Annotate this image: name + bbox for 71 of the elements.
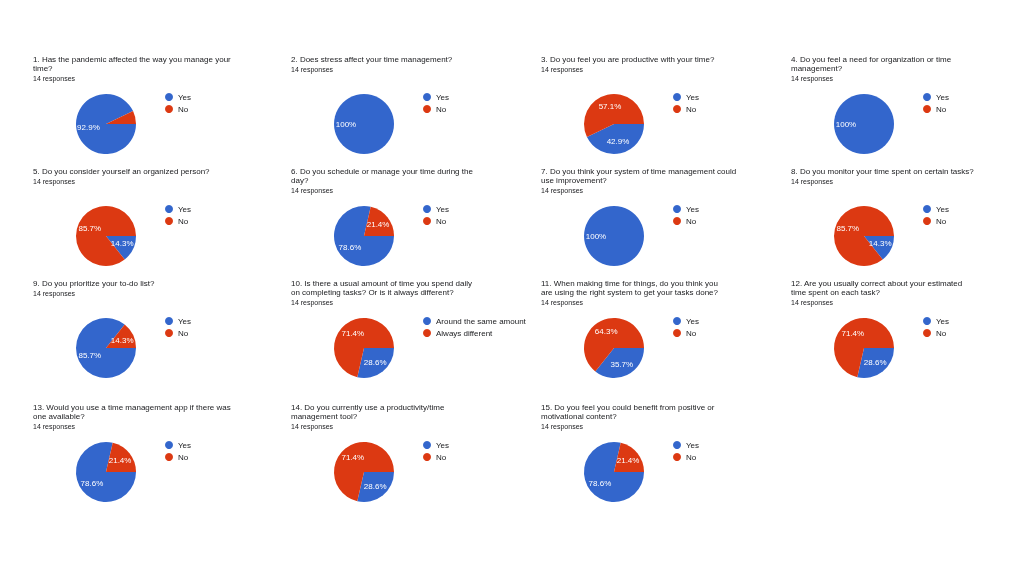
legend-label: Yes (178, 204, 192, 214)
legend-label: Always different (436, 328, 494, 338)
legend-label: No (436, 216, 447, 226)
legend-label: Yes (436, 204, 450, 214)
data-label: 28.6% (363, 481, 387, 491)
legend-label: Yes (686, 316, 700, 326)
data-label: 14.3% (868, 239, 892, 249)
data-label: 57.1% (598, 101, 622, 111)
chart-title: 9. Do you prioritize your to-do list? (33, 279, 155, 288)
chart-title: 11. When making time for things, do you think you are using the right system to get your tasks done? (541, 279, 719, 297)
data-label: 100% (585, 231, 607, 241)
legend-label: No (686, 328, 697, 338)
data-label: 85.7% (78, 351, 102, 361)
legend-label: Yes (686, 204, 700, 214)
data-label: 28.6% (363, 357, 387, 367)
chart-title: 3. Do you feel you are productive with your time? (541, 55, 715, 64)
data-label: 85.7% (78, 223, 102, 233)
data-label: 21.4% (366, 220, 390, 230)
data-label: 92.9% (77, 123, 100, 133)
legend-label: Yes (686, 92, 700, 102)
legend-label: Around the same amount (436, 316, 527, 326)
legend-label: Yes (936, 316, 950, 326)
legend-label: No (178, 452, 189, 462)
data-label: 78.6% (338, 242, 362, 252)
legend-label: Yes (436, 440, 450, 450)
legend-label: Yes (178, 316, 192, 326)
legend-label: Yes (936, 92, 950, 102)
data-label: 85.7% (836, 223, 860, 233)
chart-title: 1. Has the pandemic affected the way you manage your time? (33, 55, 232, 73)
legend-label: Yes (178, 440, 192, 450)
chart-title: 7. Do you think your system of time management could use improvement? (541, 167, 737, 185)
legend-label: No (686, 216, 697, 226)
data-label: 42.9% (606, 137, 630, 147)
data-label: 14.3% (110, 335, 134, 345)
legend-label: No (178, 104, 189, 114)
chart-title: 2. Does stress affect your time management? (291, 55, 453, 64)
data-label: 21.4% (616, 456, 640, 466)
legend-label: No (178, 328, 189, 338)
chart-title: 4. Do you feel a need for organization or time management? (791, 55, 952, 73)
legend-label: No (686, 104, 697, 114)
data-label: 71.4% (341, 329, 365, 339)
legend-label: No (178, 216, 189, 226)
legend-label: Yes (936, 204, 950, 214)
legend-label: Yes (178, 92, 192, 102)
data-label: 100% (335, 119, 357, 129)
legend-label: No (686, 452, 697, 462)
legend-label: No (936, 104, 947, 114)
legend-label: No (436, 104, 447, 114)
data-label: 78.6% (588, 478, 612, 488)
data-label: 14.3% (110, 239, 134, 249)
data-label: 64.3% (594, 327, 618, 337)
legend-label: Yes (436, 92, 450, 102)
data-label: 28.6% (863, 357, 887, 367)
data-label: 35.7% (610, 359, 634, 369)
chart-title: 5. Do you consider yourself an organized person? (33, 167, 211, 176)
chart-title: 8. Do you monitor your time spent on certain tasks? (791, 167, 975, 176)
data-label: 71.4% (841, 329, 865, 339)
legend-label: No (436, 452, 447, 462)
data-label: 21.4% (108, 456, 132, 466)
legend-label: No (936, 328, 947, 338)
data-label: 71.4% (341, 453, 365, 463)
chart-title: 10. Is there a usual amount of time you spend daily on completing tasks? Or is it always different? (291, 279, 472, 297)
data-label: 100% (835, 119, 857, 129)
chart-title: 15. Do you feel you could benefit from positive or motivational content? (541, 403, 715, 421)
legend-label: No (936, 216, 947, 226)
chart-title: 14. Do you currently use a productivity/time management tool? (291, 403, 445, 421)
chart-title: 12. Are you usually correct about your estimated time spent on each task? (791, 279, 963, 297)
data-label: 78.6% (80, 478, 104, 488)
chart-title: 13. Would you use a time management app if there was one available? (33, 403, 231, 421)
chart-title: 6. Do you schedule or manage your time during the day? (291, 167, 474, 185)
legend-label: Yes (686, 440, 700, 450)
